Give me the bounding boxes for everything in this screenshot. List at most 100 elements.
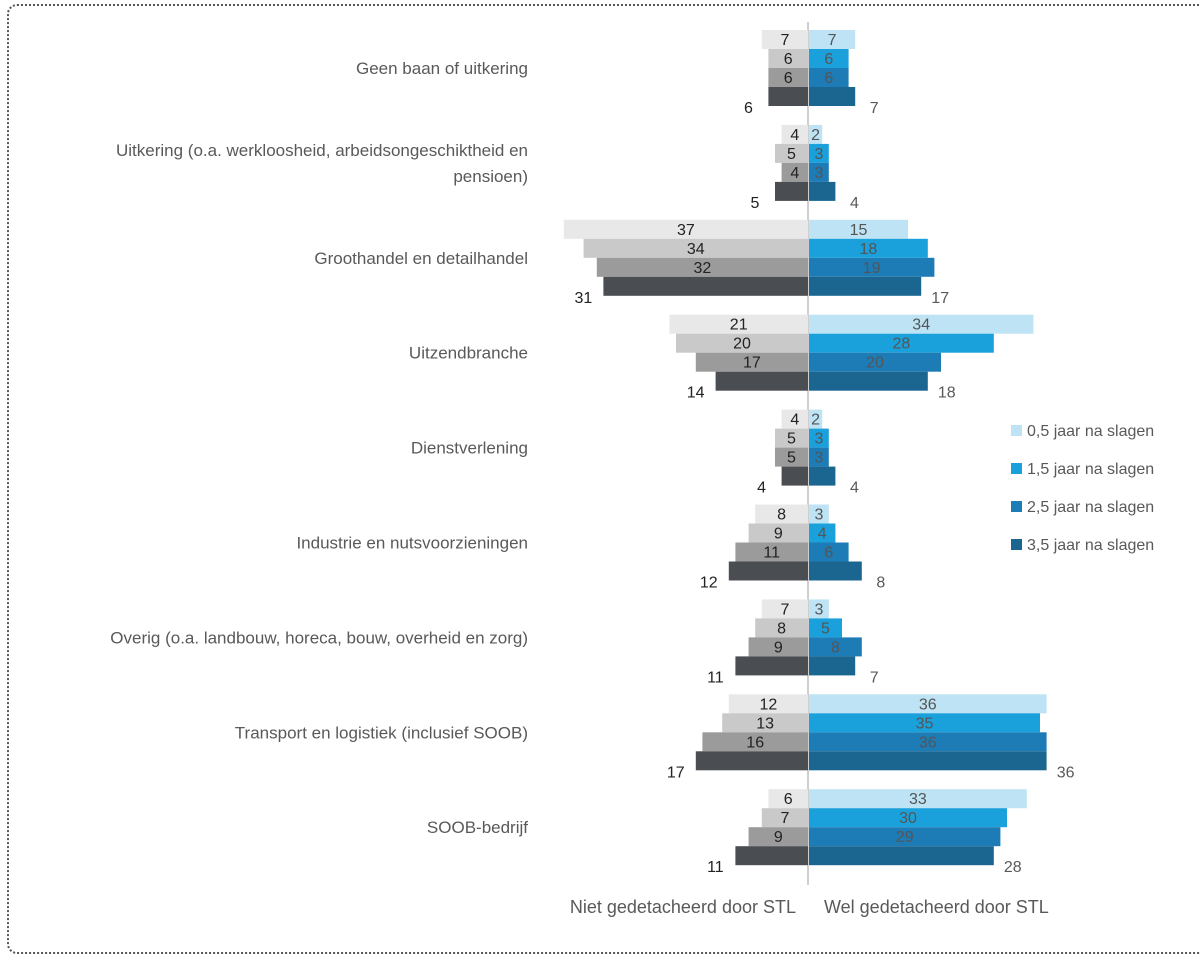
bar-right — [809, 751, 1047, 771]
bar-left — [563, 219, 808, 239]
bar-right — [809, 49, 849, 68]
value-label-left: 7 — [780, 32, 789, 49]
category-label: SOOB-bedrijf — [427, 818, 528, 837]
legend-label: 1,5 jaar na slagen — [1027, 461, 1154, 478]
bar-right — [809, 523, 836, 543]
category-label: Industrie en nutsvoorzieningen — [296, 534, 528, 553]
bar-right — [809, 694, 1047, 714]
value-label-right: 8 — [876, 575, 885, 592]
bar-right — [809, 504, 829, 524]
category-label: Geen baan of uitkering — [356, 59, 528, 78]
legend-swatch — [1011, 425, 1022, 436]
value-label-left: 9 — [774, 639, 783, 656]
bar-left — [735, 656, 808, 676]
value-label-right: 4 — [850, 480, 859, 497]
value-label-left: 11 — [763, 545, 780, 562]
value-label-left: 13 — [756, 715, 774, 732]
bar-right — [809, 618, 842, 638]
value-label-right: 30 — [899, 810, 917, 827]
value-label-left: 14 — [687, 385, 705, 402]
value-label-left: 8 — [777, 620, 786, 637]
value-label-right: 18 — [938, 385, 956, 402]
legend-swatch — [1011, 539, 1022, 550]
bar-left — [768, 87, 808, 106]
legend-label: 3,5 jaar na slagen — [1027, 537, 1154, 554]
bar-left — [596, 257, 808, 277]
value-label-left: 4 — [790, 412, 799, 429]
bar-right — [809, 561, 862, 581]
value-label-left: 5 — [787, 450, 796, 467]
value-label-left: 8 — [777, 507, 786, 524]
legend-swatch — [1011, 501, 1022, 512]
bar-right — [809, 827, 1001, 847]
value-label-left: 5 — [787, 431, 796, 448]
bar-left — [748, 523, 808, 543]
bar-right — [809, 599, 829, 619]
value-label-right: 3 — [814, 507, 823, 524]
category-label: Groothandel en detailhandel — [314, 249, 528, 268]
value-label-left: 32 — [694, 260, 712, 277]
bar-right — [809, 30, 856, 49]
bar-left — [755, 504, 808, 524]
bar-left — [583, 238, 808, 258]
bar-right — [809, 257, 935, 277]
value-label-left: 17 — [743, 355, 761, 372]
bar-right — [809, 352, 941, 372]
bar-left — [768, 789, 808, 809]
bar-right — [809, 732, 1047, 752]
value-label-right: 15 — [850, 222, 868, 239]
value-label-left: 11 — [707, 669, 724, 686]
bar-left — [781, 409, 808, 429]
bar-left — [781, 124, 808, 144]
bar-left — [715, 371, 808, 391]
value-label-left: 7 — [780, 810, 789, 827]
bar-right — [809, 143, 829, 163]
bar-right — [809, 808, 1007, 828]
bar-left — [761, 599, 808, 619]
category-label: Uitzendbranche — [409, 344, 528, 363]
value-label-right: 5 — [821, 620, 830, 637]
bar-right — [809, 219, 908, 239]
value-label-left: 21 — [730, 317, 748, 334]
value-label-right: 36 — [919, 734, 937, 751]
bar-left — [748, 827, 808, 847]
bar-right — [809, 238, 928, 258]
value-label-left: 5 — [787, 146, 796, 163]
value-label-left: 5 — [751, 195, 760, 212]
bar-left — [781, 162, 808, 182]
bar-left — [695, 352, 808, 372]
value-label-right: 6 — [824, 51, 833, 68]
value-label-right: 28 — [893, 336, 911, 353]
value-label-right: 4 — [818, 526, 827, 543]
bar-right — [809, 87, 856, 106]
value-label-right: 35 — [916, 715, 934, 732]
bar-right — [809, 68, 849, 87]
value-label-right: 6 — [824, 70, 833, 87]
value-label-left: 20 — [733, 336, 751, 353]
bar-left — [768, 49, 808, 68]
bar-right — [809, 371, 928, 391]
bar-right — [809, 409, 823, 429]
value-label-right: 4 — [850, 195, 859, 212]
bar-left — [761, 30, 808, 49]
value-label-right: 3 — [814, 146, 823, 163]
left-side-caption: Niet gedetacheerd door STL — [570, 897, 796, 917]
bar-right — [809, 789, 1027, 809]
value-label-right: 19 — [863, 260, 881, 277]
value-label-left: 4 — [790, 165, 799, 182]
value-label-right: 3 — [814, 601, 823, 618]
bar-right — [809, 333, 994, 353]
bar-right — [809, 428, 829, 448]
bar-left — [669, 314, 808, 334]
value-label-right: 7 — [828, 32, 837, 49]
bar-left — [775, 143, 808, 163]
bar-right — [809, 181, 836, 201]
value-label-left: 9 — [774, 526, 783, 543]
value-label-right: 6 — [824, 545, 833, 562]
bar-right — [809, 713, 1040, 733]
bar-left — [768, 68, 808, 87]
value-label-left: 6 — [784, 51, 793, 68]
bar-left — [735, 542, 808, 562]
bar-left — [728, 694, 808, 714]
